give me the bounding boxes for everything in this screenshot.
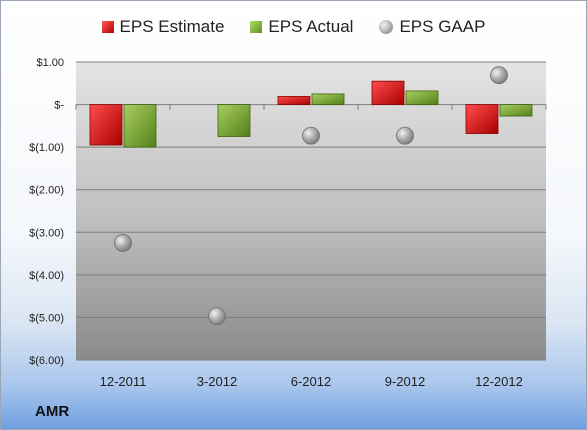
bar-eps-estimate (89, 104, 123, 146)
y-tick-label: $- (54, 100, 64, 112)
bar-eps-actual (217, 104, 251, 137)
bar-eps-estimate (277, 96, 311, 105)
marker-eps-gaap (490, 66, 508, 85)
y-tick-label: $(3.00) (29, 227, 64, 239)
ticker-label: AMR (35, 403, 70, 420)
y-tick-label: $1.00 (36, 57, 64, 69)
marker-eps-gaap (396, 126, 414, 145)
legend-label-gaap: EPS GAAP (399, 17, 486, 36)
marker-eps-gaap (208, 307, 226, 326)
legend-label-estimate: EPS Estimate (119, 17, 225, 36)
legend: EPS Estimate EPS Actual EPS GAAP (1, 17, 586, 37)
x-tick-label: 12-2011 (100, 374, 147, 389)
legend-item-gaap: EPS GAAP (379, 17, 485, 37)
x-tick-label: 9-2012 (385, 374, 425, 389)
x-tick-label: 6-2012 (291, 374, 331, 389)
legend-item-actual: EPS Actual (250, 17, 353, 37)
y-tick-label: $(6.00) (29, 355, 64, 367)
marker-eps-gaap (114, 234, 132, 252)
legend-swatch-estimate (101, 21, 114, 33)
legend-swatch-actual (250, 21, 263, 33)
x-tick-label: 3-2012 (197, 374, 237, 389)
legend-swatch-gaap (379, 20, 394, 34)
bar-eps-estimate (371, 80, 405, 105)
y-tick-label: $(5.00) (29, 312, 64, 324)
legend-label-actual: EPS Actual (268, 17, 354, 36)
legend-item-estimate: EPS Estimate (101, 17, 225, 37)
y-tick-label: $(1.00) (29, 142, 64, 154)
bar-eps-actual (123, 104, 157, 148)
bar-eps-estimate (465, 104, 499, 134)
y-tick-label: $(2.00) (29, 185, 64, 197)
marker-eps-gaap (302, 126, 320, 145)
x-tick-label: 12-2012 (475, 374, 523, 389)
bar-eps-actual (499, 104, 533, 117)
bar-eps-actual (405, 90, 439, 105)
bar-eps-actual (311, 93, 345, 105)
y-tick-label: $(4.00) (29, 270, 64, 282)
